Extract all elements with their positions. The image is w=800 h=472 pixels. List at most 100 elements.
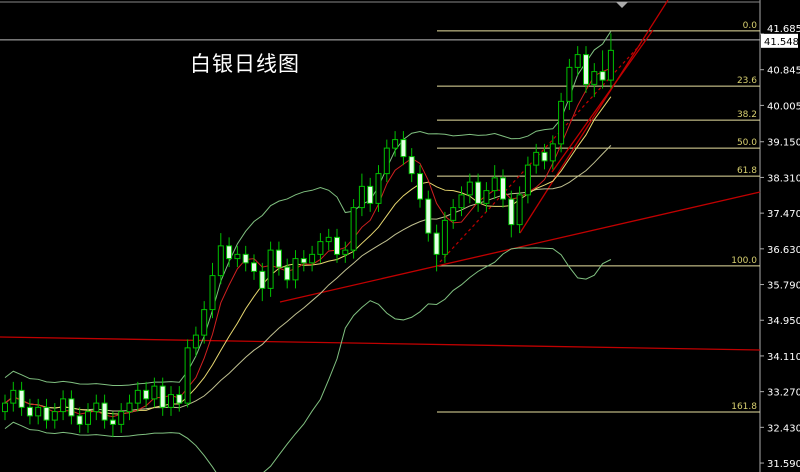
candle (541, 143, 548, 170)
candle-body (143, 389, 150, 400)
candle (226, 237, 233, 268)
candle-body (583, 54, 589, 85)
candle (566, 58, 573, 110)
candle (491, 165, 498, 200)
candle (483, 182, 490, 212)
candle-body (433, 232, 440, 255)
candle (26, 398, 33, 425)
candle-body (450, 207, 457, 221)
candle-body (325, 236, 332, 243)
candle (134, 381, 141, 412)
candle (334, 228, 340, 263)
candle-body (192, 334, 199, 349)
y-tick-label: 32.430 (767, 423, 800, 434)
candle-body (475, 181, 482, 204)
candle-body (607, 49, 614, 81)
candle-body (292, 258, 299, 281)
current-price-text: 41.548 (764, 37, 799, 48)
candle-body (334, 236, 340, 255)
candle-body (201, 309, 208, 336)
candle (508, 190, 515, 238)
candle-body (209, 275, 216, 311)
candle-body (85, 411, 91, 425)
candle (408, 148, 415, 183)
candle (209, 262, 216, 319)
candle (176, 386, 183, 412)
candle-body (541, 151, 548, 162)
candle (275, 241, 282, 276)
candle (549, 135, 556, 170)
candle (417, 165, 423, 208)
candle-body (242, 253, 249, 264)
candle-body (491, 177, 498, 192)
y-tick-label: 34.110 (767, 352, 800, 363)
candle-body (458, 194, 465, 209)
candle (234, 245, 241, 268)
candle-body (425, 198, 432, 234)
candle-body (508, 198, 515, 226)
candle (60, 390, 67, 421)
trendline (279, 191, 761, 303)
candle-body (549, 143, 556, 162)
candle-body (367, 185, 374, 204)
fib-level-label: 161.8 (731, 402, 757, 412)
fib-level-label: 61.8 (737, 166, 757, 176)
candle (35, 398, 42, 425)
candle (375, 165, 382, 212)
candle-body (383, 147, 390, 175)
candle (85, 403, 91, 433)
candle-body (300, 258, 307, 264)
shift-marker-icon (616, 2, 628, 8)
candle-body (524, 164, 531, 196)
candle (292, 250, 299, 289)
candle (267, 241, 274, 297)
y-tick-label: 33.270 (767, 388, 800, 399)
fib-level-label: 38.2 (737, 110, 757, 120)
candle-body (358, 185, 365, 209)
candle (574, 46, 581, 76)
candle (583, 46, 589, 93)
candle (325, 228, 332, 251)
candle-body (93, 402, 100, 413)
candle-body (68, 398, 75, 417)
y-tick-label: 35.790 (767, 281, 800, 292)
y-tick-label: 40.845 (767, 66, 800, 77)
y-tick-label: 36.630 (767, 245, 800, 256)
trendline (551, 29, 654, 173)
trendline (519, 0, 669, 234)
candle (466, 173, 473, 204)
candle (400, 131, 407, 166)
candle-body (159, 385, 166, 408)
candle-body (151, 385, 158, 400)
candle-body (441, 219, 448, 255)
candle (500, 169, 506, 208)
candle (367, 177, 374, 212)
candle (450, 199, 457, 229)
candle (93, 394, 100, 421)
candle-body (168, 394, 174, 408)
candle-body (184, 347, 191, 404)
candle-body (18, 389, 25, 408)
candle-body (234, 253, 241, 260)
candle-body (259, 270, 266, 289)
candle-body (500, 177, 506, 200)
bollinger-upper-band (4, 30, 612, 387)
candle (317, 233, 324, 263)
candle-body (134, 389, 141, 404)
candle-body (60, 398, 67, 413)
candle-body (591, 71, 598, 85)
candle (259, 262, 266, 302)
candle-body (26, 406, 33, 417)
candle-body (126, 402, 133, 413)
candle-body (10, 389, 17, 404)
candle-body (76, 415, 83, 425)
candle (168, 386, 174, 416)
candle-body (118, 411, 125, 425)
candle-body (275, 249, 282, 268)
fib-level-label: 0.0 (743, 21, 758, 31)
candle-body (375, 173, 382, 204)
candle (284, 258, 291, 289)
candle (533, 143, 540, 174)
